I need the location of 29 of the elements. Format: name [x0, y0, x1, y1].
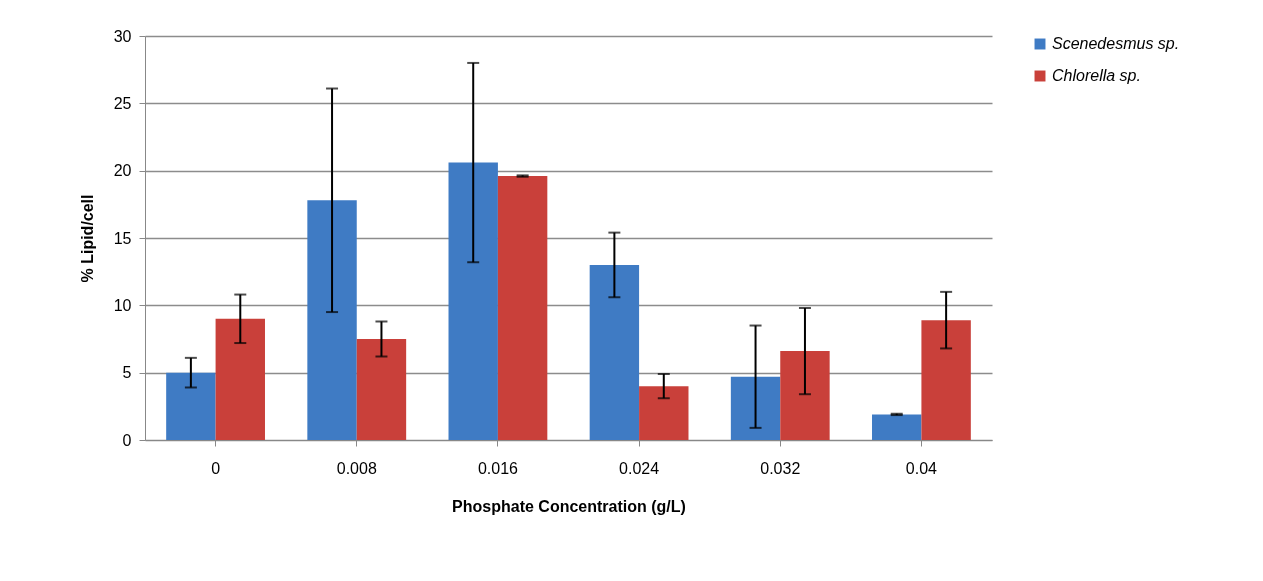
bar [921, 320, 971, 440]
bar [639, 386, 689, 440]
bar [872, 414, 922, 440]
y-tick-label: 20 [113, 162, 132, 180]
y-tick-label: 10 [113, 296, 132, 314]
y-axis-title: % Lipid/cell [78, 194, 96, 283]
bar [166, 372, 216, 440]
bar [497, 176, 548, 440]
y-tick-label: 30 [113, 27, 132, 45]
legend-label: Scenedesmus sp. [1052, 35, 1180, 52]
y-tick-label: 0 [122, 431, 132, 449]
bar [780, 351, 830, 440]
bar [730, 376, 781, 440]
x-tick-label: 0 [211, 459, 221, 477]
bar [215, 318, 265, 440]
x-tick-label: 0.008 [336, 459, 377, 477]
bar [448, 162, 498, 440]
x-tick-label: 0.032 [760, 459, 801, 477]
x-tick-label: 0.04 [905, 459, 938, 477]
y-tick-label: 25 [113, 94, 132, 112]
bar [307, 200, 357, 440]
bar [589, 264, 640, 440]
y-tick-label: 15 [113, 229, 132, 247]
bar [356, 339, 407, 440]
x-axis-title: Phosphate Concentration (g/L) [452, 497, 686, 515]
y-tick-label: 5 [122, 364, 132, 382]
legend-label: Chlorella sp. [1052, 67, 1141, 84]
x-tick-label: 0.016 [477, 459, 519, 477]
x-tick-label: 0.024 [619, 459, 660, 477]
